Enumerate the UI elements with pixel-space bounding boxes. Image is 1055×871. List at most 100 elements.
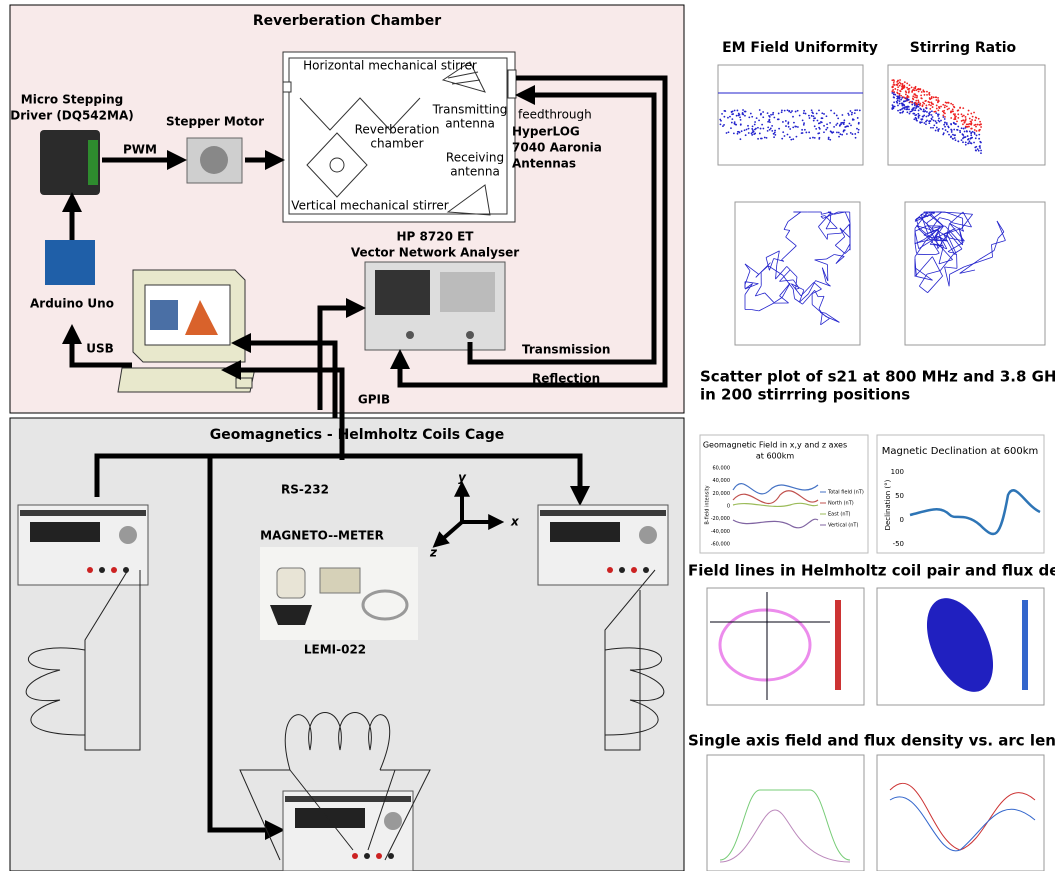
texture-dot [788,126,790,128]
texture-dot [954,134,956,136]
texture-dot [859,110,861,112]
texture-dot [842,114,844,116]
texture-dot [937,115,939,117]
texture-dot [757,138,759,140]
texture-dot [723,116,725,118]
texture-dot [942,134,944,136]
texture-dot [817,120,819,122]
texture-dot [915,107,917,109]
texture-dot [962,123,964,125]
texture-dot [932,106,934,108]
texture-dot [723,124,725,126]
texture-dot [929,94,931,96]
texture-dot [734,110,736,112]
texture-dot [952,134,954,136]
texture-dot [730,127,732,129]
caption: Field lines in Helmholtz coil pair and f… [688,562,1055,580]
texture-dot [821,112,823,114]
texture-dot [836,115,838,117]
label: HyperLOG [512,125,580,139]
texture-dot [918,88,920,90]
texture-dot [978,118,980,120]
texture-dot [944,126,946,128]
texture-dot [782,121,784,123]
texture-dot [929,98,931,100]
texture-dot [748,128,750,130]
label: Transmitting [432,103,508,117]
texture-dot [906,99,908,101]
texture-dot [918,110,920,112]
label: PWM [123,143,157,157]
texture-dot [918,104,920,106]
computer-icon [118,270,255,392]
texture-dot [932,127,934,129]
texture-dot [911,90,913,92]
texture-dot [930,104,932,106]
texture-dot [913,118,915,120]
texture-dot [918,115,920,117]
chart-title: Magnetic Declination at 600km [882,446,1039,457]
texture-dot [739,138,741,140]
texture-dot [937,97,939,99]
texture-dot [787,134,789,136]
texture-dot [915,117,917,119]
texture-dot [979,147,981,149]
texture-dot [719,119,721,121]
texture-dot [905,93,907,95]
texture-dot [809,117,811,119]
texture-dot [980,126,982,128]
texture-dot [759,109,761,111]
texture-dot [914,114,916,116]
texture-dot [927,101,929,103]
texture-dot [739,114,741,116]
texture-dot [894,106,896,108]
texture-dot [951,129,953,131]
texture-dot [899,90,901,92]
texture-dot [908,92,910,94]
texture-dot [931,114,933,116]
texture-dot [906,96,908,98]
texture-dot [812,112,814,114]
texture-dot [823,113,825,115]
tick-label: 60,000 [713,466,731,472]
label: MAGNETO--METER [260,529,384,543]
texture-dot [970,142,972,144]
texture-dot [829,122,831,124]
texture-dot [980,152,982,154]
texture-dot [737,110,739,112]
texture-dot [740,119,742,121]
texture-dot [909,101,911,103]
texture-dot [956,120,958,122]
texture-dot [930,127,932,129]
texture-dot [913,93,915,95]
texture-dot [731,118,733,120]
texture-dot [791,110,793,112]
texture-dot [850,124,852,126]
texture-dot [805,113,807,115]
texture-dot [767,126,769,128]
caption: Single axis field and flux density vs. a… [688,732,1055,750]
texture-dot [894,84,896,86]
texture-dot [724,110,726,112]
texture-dot [925,121,927,123]
texture-dot [962,141,964,143]
texture-dot [914,102,916,104]
texture-dot [954,137,956,139]
texture-dot [897,89,899,91]
texture-dot [970,113,972,115]
texture-dot [902,83,904,85]
texture-dot [900,83,902,85]
texture-dot [781,138,783,140]
texture-dot [967,135,969,137]
texture-dot [955,118,957,120]
label: 7040 Aaronia [512,141,602,155]
texture-dot [729,116,731,118]
tick-label: 40,000 [713,478,731,484]
texture-dot [812,137,814,139]
texture-dot [952,138,954,140]
texture-dot [970,134,972,136]
texture-dot [926,105,928,107]
legend-label: Vertical (nT) [828,523,858,529]
texture-dot [773,136,775,138]
texture-dot [935,130,937,132]
